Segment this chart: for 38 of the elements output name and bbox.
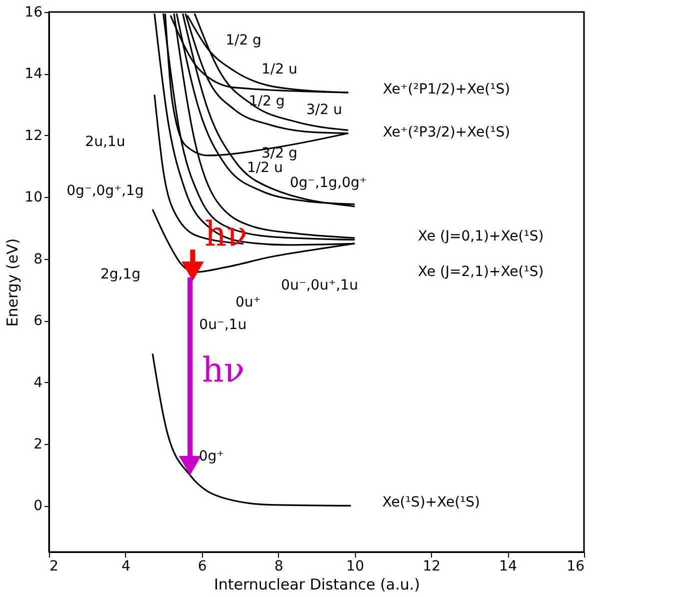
y-tick-label: 12: [24, 128, 42, 144]
annotation: 1/2 u: [262, 61, 298, 78]
annotation: 0g⁻,1g,0g⁺: [290, 174, 367, 191]
x-tick-label: 14: [499, 558, 518, 574]
y-tick-label: 10: [24, 190, 42, 206]
y-axis-title: Energy (eV): [4, 238, 22, 327]
x-axis-title: Internuclear Distance (a.u.): [214, 576, 420, 594]
annotation: Xe (J=2,1)+Xe(¹S): [418, 264, 544, 280]
annotation: 2u,1u: [85, 134, 126, 150]
x-tick-label: 2: [50, 558, 58, 574]
annotation: 1/2 g: [248, 93, 285, 110]
annotation: Xe⁺(²P3/2)+Xe(¹S): [382, 124, 510, 140]
annotation: 0u⁺: [236, 294, 261, 311]
annotation: Xe (J=0,1)+Xe(¹S): [418, 228, 544, 245]
x-tick-label: 6: [198, 558, 207, 574]
y-tick-label: 4: [34, 374, 43, 391]
annotation: 0u⁻,1u: [199, 316, 247, 333]
x-tick-label: 4: [121, 558, 130, 574]
y-tick-label: 0: [34, 498, 42, 514]
annotation: Xe⁺(²P1/2)+Xe(¹S): [382, 81, 510, 98]
y-tick-label: 14: [24, 66, 43, 82]
x-tick-label: 16: [566, 558, 585, 574]
series-label: hν: [202, 350, 245, 390]
annotation: 3/2 u: [306, 102, 342, 118]
annotation: 2g,1g: [100, 266, 140, 282]
y-tick-label: 2: [34, 436, 42, 452]
y-tick-label: 8: [34, 251, 42, 268]
x-tick-label: 12: [422, 558, 441, 574]
x-tick-label: 8: [274, 558, 284, 574]
y-tick-label: 16: [24, 4, 43, 20]
annotation: 0g⁺: [198, 448, 224, 464]
annotation: Xe(¹S)+Xe(¹S): [382, 494, 480, 511]
annotation: 0u⁻,0u⁺,1u: [281, 277, 358, 294]
annotation: 1/2 u: [246, 160, 283, 176]
annotation: 0g⁻,0g⁺,1g: [66, 182, 144, 199]
x-tick-label: 10: [346, 558, 364, 574]
y-tick-label: 6: [34, 313, 43, 330]
annotation: 1/2 g: [226, 32, 262, 49]
